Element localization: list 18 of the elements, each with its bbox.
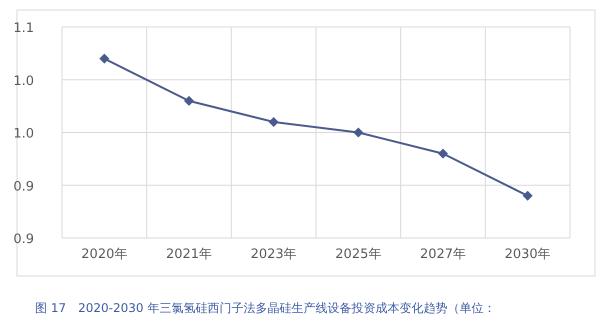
point [99, 54, 110, 64]
y-tick-label: 1.1 [13, 21, 34, 36]
y-tick-label: 1.0 [13, 126, 34, 142]
point [522, 190, 533, 201]
x-tick-label: 2025年 [335, 247, 382, 262]
y-tick-label: 0.9 [13, 179, 34, 194]
x-tick-label: 2030年 [504, 247, 551, 262]
point [438, 148, 448, 159]
point [184, 96, 194, 106]
y-tick-label: 1.0 [13, 74, 34, 89]
y-tick-label: 0.9 [13, 232, 34, 247]
point [353, 128, 364, 138]
x-tick-label: 2021年 [166, 247, 212, 262]
x-tick-label: 2023年 [250, 247, 297, 262]
point [268, 116, 279, 127]
x-tick-label: 2027年 [420, 247, 466, 262]
x-tick-label: 2020年 [81, 247, 128, 262]
caption: 图 17 2020-2030 年三氯氢硅西门子法多晶硅生产线设备投资成本变化趋势（单位： [35, 301, 496, 315]
